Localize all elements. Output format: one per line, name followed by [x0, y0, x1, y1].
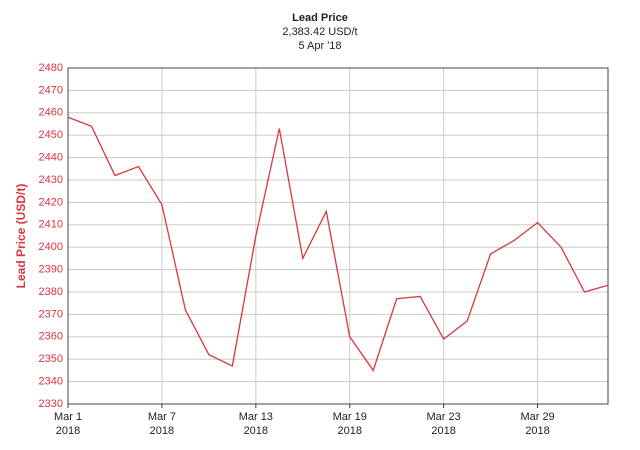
y-tick-label: 2410 [39, 219, 63, 231]
y-tick-label: 2340 [39, 376, 63, 388]
y-tick-label: 2430 [39, 174, 63, 186]
y-tick-label: 2480 [39, 62, 63, 74]
y-tick-label: 2460 [39, 107, 63, 119]
chart-date: 5 Apr '18 [298, 40, 341, 52]
y-tick-label: 2450 [39, 129, 63, 141]
x-tick-label: Mar 13 2018 [238, 411, 273, 437]
plot-border [67, 67, 609, 405]
x-tick-label: Mar 19 2018 [332, 411, 367, 437]
y-tick-label: 2390 [39, 264, 63, 276]
y-tick-label: 2370 [39, 308, 63, 320]
x-tick-label: Mar 23 2018 [426, 411, 461, 437]
x-tick-label: Mar 7 2018 [147, 411, 176, 437]
chart-title: Lead Price [292, 12, 348, 24]
y-tick-label: 2350 [39, 353, 63, 365]
y-tick-label: 2420 [39, 196, 63, 208]
y-axis-label: Lead Price (USD/t) [14, 184, 28, 289]
y-tick-label: 2470 [39, 84, 63, 96]
line-series [67, 116, 609, 372]
y-tick-label: 2440 [39, 152, 63, 164]
chart-subtitle: 2,383.42 USD/t [282, 26, 357, 38]
y-tick-label: 2330 [39, 398, 63, 410]
y-tick-label: 2360 [39, 331, 63, 343]
x-tick-label: Mar 1 2018 [53, 411, 83, 437]
y-tick-label: 2380 [39, 286, 63, 298]
x-tick-label: Mar 29 2018 [520, 411, 555, 437]
y-tick-label: 2400 [39, 241, 63, 253]
